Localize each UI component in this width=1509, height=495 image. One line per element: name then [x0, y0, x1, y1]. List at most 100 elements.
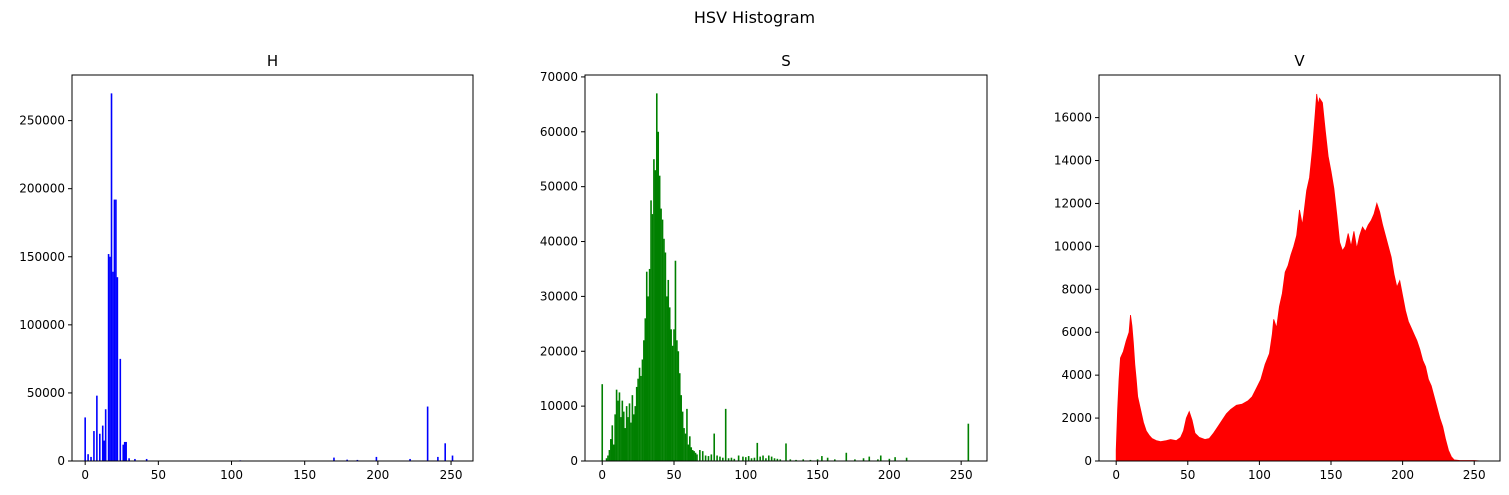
h-histogram-panel: H 0 50 100 150 200 250 0 50000 100000 150000 200000…	[19, 52, 474, 482]
h-axes-frame	[71, 74, 474, 462]
s-histogram-bar	[699, 450, 701, 461]
h-histogram-bar	[356, 459, 359, 461]
s-histogram-bar	[641, 359, 644, 461]
s-histogram-bar	[666, 296, 668, 461]
s-histogram-bar	[676, 340, 678, 461]
s-histogram-bar	[627, 417, 629, 461]
h-histogram-bar	[115, 199, 117, 461]
s-histogram-bar	[894, 457, 896, 461]
s-histogram-bar	[631, 395, 634, 461]
s-histogram-bar	[674, 260, 677, 461]
v-y-tick-label: 12000	[1054, 196, 1092, 210]
s-histogram-bar	[611, 425, 614, 461]
s-histogram-bar	[601, 384, 604, 461]
s-histogram-bar	[779, 459, 782, 461]
s-histogram-bar	[770, 456, 773, 461]
s-histogram-bar	[634, 406, 637, 461]
s-histogram-bar	[663, 238, 665, 461]
s-histogram-bar	[759, 456, 761, 461]
s-histogram-bar	[608, 450, 611, 461]
s-y-tick-label: 40000	[540, 235, 578, 249]
figure-title: HSV Histogram	[693, 8, 816, 27]
s-histogram-bar	[795, 459, 797, 461]
s-histogram-bar	[879, 455, 882, 461]
s-histogram-bar	[737, 455, 740, 461]
s-histogram-bar	[640, 375, 642, 461]
s-histogram-bar	[691, 450, 694, 461]
s-histogram-bar	[637, 378, 639, 461]
s-histogram-bar	[618, 392, 621, 461]
s-histogram-bar	[862, 458, 865, 461]
s-histogram-bar	[716, 455, 718, 461]
h-histogram-bar	[90, 456, 92, 461]
s-histogram-bar	[789, 459, 792, 461]
s-histogram-bar	[610, 439, 612, 461]
h-x-tick-label: 150	[293, 468, 316, 482]
s-histogram-bar	[612, 444, 615, 461]
s-histogram-bar	[625, 406, 628, 461]
s-histogram-bar	[605, 458, 608, 461]
s-histogram-bar	[660, 208, 662, 461]
v-axes-frame	[1098, 74, 1501, 462]
s-histogram-bar	[821, 456, 823, 461]
s-x-tick-label: 100	[734, 468, 757, 482]
s-y-tick-label: 20000	[540, 344, 578, 358]
s-histogram-bar	[655, 93, 658, 461]
h-x-tick-label: 50	[151, 468, 166, 482]
s-histogram-bar	[745, 457, 747, 461]
s-histogram-bar	[684, 433, 687, 461]
s-histogram-bar	[624, 428, 626, 461]
s-x-tick-label: 150	[806, 468, 829, 482]
v-x-tick-label: 150	[1320, 468, 1343, 482]
h-histogram-bar	[426, 406, 429, 461]
s-axes-title: S	[781, 52, 791, 70]
s-histogram-bar	[707, 456, 710, 461]
s-axes-frame	[584, 74, 988, 462]
s-histogram-bar	[826, 457, 829, 461]
s-histogram-bar	[667, 279, 670, 461]
s-histogram-bar	[713, 433, 716, 461]
s-histogram-bar	[650, 200, 652, 461]
s-histogram-bar	[628, 403, 631, 461]
h-histogram-bar	[103, 440, 105, 461]
s-histogram-bar	[722, 457, 724, 461]
s-histogram-bar	[686, 408, 688, 461]
h-histogram-bar	[128, 458, 130, 461]
s-histogram-bar	[773, 458, 776, 461]
h-y-tick-label: 200000	[19, 182, 65, 196]
s-histogram-bar	[710, 454, 713, 461]
s-histogram-bar	[653, 159, 655, 461]
s-histogram-bar	[854, 459, 856, 461]
s-histogram-bar	[694, 452, 697, 461]
s-histogram-bar	[620, 417, 622, 461]
s-histogram-bar	[690, 447, 693, 461]
s-histogram-bar	[742, 456, 744, 461]
s-histogram-bar	[673, 329, 675, 461]
s-histogram-bar	[868, 456, 871, 461]
h-histogram-bar	[145, 458, 148, 461]
h-histogram-bar	[109, 256, 111, 461]
s-histogram-bar	[654, 170, 657, 461]
v-axes-title: V	[1294, 52, 1305, 70]
h-y-tick-label: 100000	[19, 318, 65, 332]
s-histogram-bar	[643, 340, 645, 461]
h-histogram-bar	[93, 431, 95, 461]
h-y-tick-label: 0	[57, 454, 65, 468]
s-histogram-bar	[693, 451, 695, 461]
s-histogram-bar	[680, 395, 682, 461]
s-histogram-bar	[644, 318, 647, 461]
s-histogram-bar	[617, 400, 619, 461]
s-histogram-bar	[696, 454, 698, 461]
s-histogram-bar	[750, 458, 753, 461]
v-x-tick-label: 200	[1391, 468, 1414, 482]
s-histogram-bar	[888, 458, 891, 461]
v-x-tick-label: 0	[1112, 468, 1120, 482]
s-histogram-bar	[678, 373, 681, 461]
v-y-tick-label: 14000	[1054, 154, 1092, 168]
h-histogram-bar	[409, 458, 411, 461]
s-histogram-bar	[648, 268, 651, 461]
s-histogram-bar	[670, 329, 672, 461]
s-y-tick-label: 50000	[540, 180, 578, 194]
s-y-tick-label: 0	[570, 454, 578, 468]
